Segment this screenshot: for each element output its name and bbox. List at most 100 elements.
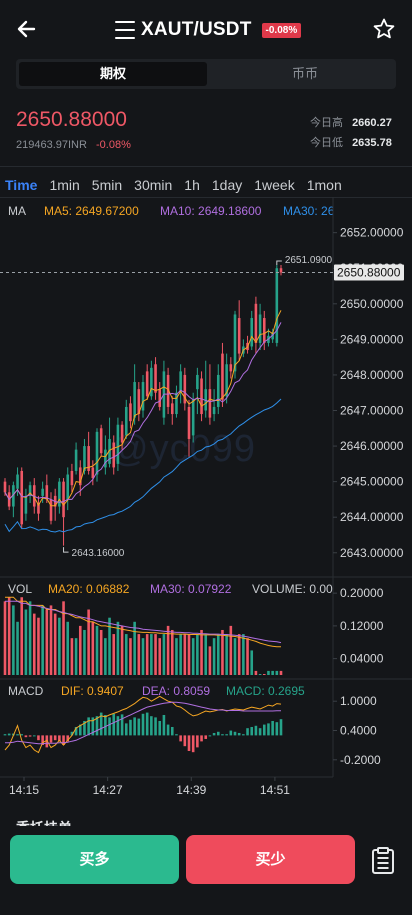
volume-bar (208, 646, 212, 675)
day-high: 今日高 2660.27 (310, 114, 392, 130)
star-icon[interactable] (372, 17, 396, 41)
volume-bar (95, 625, 99, 675)
interval-1mon[interactable]: 1mon (306, 177, 342, 193)
candle (145, 371, 149, 397)
volume-bar (216, 634, 220, 675)
day-low-label: 今日低 (310, 137, 343, 149)
candle (221, 353, 224, 400)
macd-legend: MACD: 0.2695 (226, 684, 305, 698)
volume-bar (83, 629, 86, 675)
interval-5min[interactable]: 5min (91, 177, 123, 193)
candle (62, 481, 65, 518)
interval-1week[interactable]: 1week (254, 177, 295, 193)
candle (279, 268, 283, 273)
macd-bar (3, 734, 7, 736)
back-arrow-icon[interactable] (14, 16, 40, 42)
candle (12, 485, 15, 507)
ma5-line (4, 310, 282, 507)
pair-title: XAUT/USDT (141, 19, 252, 40)
candle (24, 495, 28, 514)
volume-bar (74, 638, 78, 675)
macd-bar (78, 724, 82, 736)
volume-bar (78, 625, 82, 675)
volume-bar (145, 634, 149, 675)
volume-bar (237, 634, 241, 675)
volume-bar (196, 634, 199, 675)
candle (74, 449, 78, 471)
macd-bar (208, 735, 212, 737)
macd-bar (62, 735, 65, 745)
macd-bar (95, 716, 99, 736)
candle (120, 424, 124, 443)
macd-bar (170, 726, 174, 736)
tab-spot[interactable]: 币币 (291, 66, 318, 81)
high-marker (276, 260, 282, 266)
macd-bar (16, 734, 19, 736)
macd-bar (66, 735, 70, 742)
volume-bar (246, 638, 249, 675)
price-tick-label: 2643.00000 (340, 546, 404, 560)
candle (66, 474, 70, 500)
candle (187, 406, 191, 439)
volume-bar (32, 613, 36, 675)
dea-legend: DEA: 0.8059 (142, 684, 211, 698)
volume-bar (275, 670, 279, 675)
macd-bar (45, 735, 49, 748)
macd-bar (229, 730, 233, 736)
macd-label: MACD (8, 684, 44, 698)
kline-chart[interactable]: 2652.000002651.000002650.000002649.00000… (0, 197, 412, 807)
watermark-text: @yc099 (110, 428, 256, 470)
volume-bar (3, 601, 7, 675)
macd-bar (74, 726, 78, 736)
volume-bar (258, 674, 262, 675)
change-badge: -0.08% (261, 22, 302, 38)
current-price-label: 2650.88000 (337, 266, 401, 280)
macd-bar (133, 717, 136, 736)
candle (112, 442, 116, 468)
price-tick-label: 2647.00000 (340, 404, 404, 418)
candle (212, 406, 216, 415)
volume-bar (179, 634, 182, 675)
candle (196, 374, 199, 390)
dif-legend: DIF: 0.9407 (61, 684, 124, 698)
volume-tick-label: 0.20000 (340, 586, 384, 600)
time-tick-label: 14:27 (93, 783, 123, 797)
order-list-icon[interactable] (368, 846, 398, 876)
candle (129, 403, 132, 422)
candle (116, 424, 120, 464)
interval-30min[interactable]: 30min (134, 177, 173, 193)
buy-short-button[interactable]: 买少 (186, 835, 355, 884)
volume-bar (91, 621, 95, 675)
interval-time[interactable]: Time (5, 177, 38, 193)
interval-1min[interactable]: 1min (49, 177, 80, 193)
candle (216, 374, 220, 407)
volume-bar (108, 617, 111, 675)
time-tick-label: 14:15 (9, 783, 39, 797)
volume-bar (41, 605, 44, 675)
macd-bar (212, 732, 216, 736)
macd-bar (246, 728, 249, 736)
interval-1h[interactable]: 1h (184, 177, 200, 193)
price-tick-label: 2644.00000 (340, 510, 404, 524)
buy-long-button[interactable]: 买多 (10, 835, 179, 884)
candle (45, 485, 49, 500)
list-menu-icon (115, 21, 135, 39)
interval-1day[interactable]: 1day (211, 177, 243, 193)
volume-bar (133, 621, 136, 675)
macd-bar (37, 735, 40, 741)
tab-options[interactable]: 期权 (19, 62, 207, 86)
volume-bar (12, 605, 15, 675)
price-change: -0.08% (96, 139, 131, 151)
price-tick-label: 2648.00000 (340, 368, 404, 382)
macd-bar (175, 734, 178, 736)
candle (28, 485, 32, 496)
macd-bar (242, 734, 245, 736)
time-tick-label: 14:51 (260, 783, 290, 797)
candle (20, 470, 24, 525)
pair-selector[interactable]: XAUT/USDT -0.08% (115, 16, 302, 44)
volume-bar (191, 638, 195, 675)
volume-bar (279, 670, 283, 675)
macd-bar (216, 731, 220, 736)
candle (78, 467, 82, 486)
volume-bar (24, 609, 28, 675)
